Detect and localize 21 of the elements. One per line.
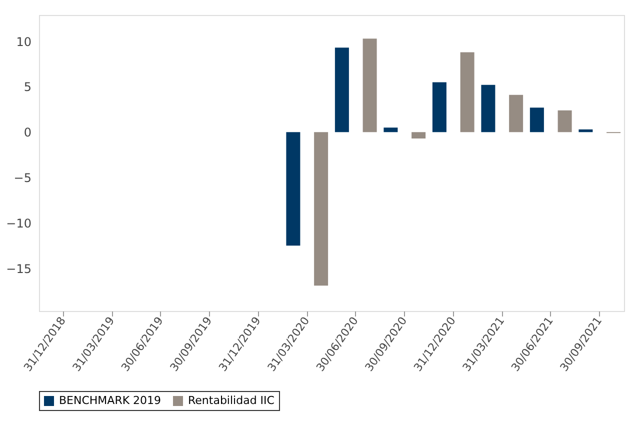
bar — [432, 82, 446, 132]
bar — [460, 52, 474, 132]
bar — [334, 48, 349, 132]
y-tick-label: −5 — [14, 171, 32, 186]
bar — [558, 110, 572, 132]
bar — [286, 132, 300, 246]
legend-label: Rentabilidad IIC — [188, 394, 275, 407]
bar — [314, 132, 328, 286]
legend-label: BENCHMARK 2019 — [59, 394, 162, 407]
y-tick-label: −10 — [6, 216, 32, 230]
bar — [509, 94, 524, 132]
y-tick-label: 5 — [24, 80, 32, 94]
bar — [578, 129, 593, 132]
bar — [384, 128, 398, 132]
y-tick-label: 0 — [24, 126, 32, 140]
bar — [481, 84, 496, 132]
y-tick-label: −15 — [6, 262, 32, 276]
bar — [412, 132, 426, 138]
bar — [530, 108, 544, 132]
y-tick-label: 10 — [16, 34, 32, 49]
bar — [362, 38, 377, 132]
